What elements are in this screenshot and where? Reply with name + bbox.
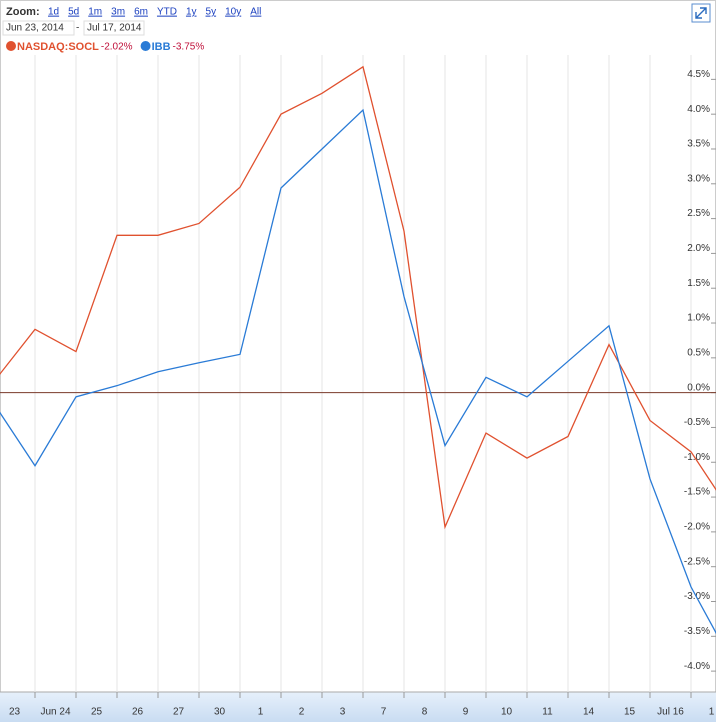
grid: 23 Jun 24 25 26 27 30 1 2 3 7 8 9 10 11 14 15 Jul 16 14.5… <box>9 55 716 718</box>
x-tick-label: 9 <box>463 707 469 718</box>
start-date: Jun 23, 2014 <box>6 23 64 34</box>
zoom-option[interactable]: YTD <box>157 7 177 18</box>
start-date-input[interactable] <box>2 20 75 36</box>
legend-marker <box>6 41 16 51</box>
series-line <box>0 108 716 635</box>
y-tick-label: -4.0% <box>684 661 710 672</box>
zoom-label: Zoom: <box>6 6 40 18</box>
y-tick-label: 2.5% <box>687 208 710 219</box>
x-tick-label: 11 <box>542 707 553 718</box>
date-separator: - <box>76 23 79 34</box>
x-tick-label: 2 <box>299 707 305 718</box>
x-tick-label: Jun 24 <box>40 707 70 718</box>
zoom-option[interactable]: 1m <box>88 7 102 18</box>
x-tick-label: 8 <box>422 707 428 718</box>
x-tick-label: 1 <box>258 707 264 718</box>
zoom-option[interactable]: All <box>250 7 261 18</box>
y-tick-label: 0.5% <box>687 347 710 358</box>
x-tick-label: 3 <box>340 707 346 718</box>
x-tick-label: 7 <box>381 707 387 718</box>
zoom-option[interactable]: 1d <box>48 7 59 18</box>
zoom-option[interactable]: 6m <box>134 7 148 18</box>
expand-button[interactable] <box>691 3 711 23</box>
x-tick-label: 1 <box>709 707 715 718</box>
legend-marker <box>140 41 151 51</box>
legend-name: NASDAQ:SOCL <box>17 41 99 53</box>
y-tick-label: 4.5% <box>687 69 710 80</box>
legend: NASDAQ:SOCL -2.02% IBB -3.75% <box>6 41 204 53</box>
zoom-option[interactable]: 1y <box>186 7 197 18</box>
end-date: Jul 17, 2014 <box>87 23 142 34</box>
expand-icon <box>695 7 707 19</box>
y-tick-label: -0.5% <box>684 417 710 428</box>
x-tick-label: 15 <box>624 707 636 718</box>
zoom-option[interactable]: 5y <box>206 7 217 18</box>
y-tick-label: -2.0% <box>684 522 710 533</box>
legend-name: IBB <box>152 41 171 53</box>
x-tick-label: 26 <box>132 707 144 718</box>
y-tick-label: 4.0% <box>687 104 710 115</box>
x-tick-label: 30 <box>214 707 226 718</box>
x-tick-label: 25 <box>91 707 103 718</box>
zoom-option[interactable]: 10y <box>225 7 241 18</box>
series-line <box>0 65 716 530</box>
zoom-options: 1d 5d 1m 3m 6m YTD 1y 5y 10y All <box>48 7 261 18</box>
plot-area <box>0 65 716 635</box>
x-tick-label: 27 <box>173 707 185 718</box>
y-tick-label: -1.5% <box>684 487 710 498</box>
zoom-option[interactable]: 3m <box>111 7 125 18</box>
legend-change: -2.02% <box>101 42 133 53</box>
zoom-option[interactable]: 5d <box>68 7 79 18</box>
end-date-input[interactable] <box>83 20 145 36</box>
x-tick-label: Jul 16 <box>657 707 684 718</box>
y-tick-label: -3.5% <box>684 626 710 637</box>
x-axis-band <box>0 692 716 722</box>
y-tick-label: -2.5% <box>684 556 710 567</box>
y-tick-label: 1.0% <box>687 313 710 324</box>
x-tick-label: 10 <box>501 707 513 718</box>
x-tick-label: 14 <box>583 707 595 718</box>
y-tick-label: 3.0% <box>687 173 710 184</box>
y-tick-label: 1.5% <box>687 278 710 289</box>
y-tick-label: 0.0% <box>687 382 710 393</box>
legend-change: -3.75% <box>173 42 205 53</box>
y-tick-label: -1.0% <box>684 452 710 463</box>
x-tick-label: 23 <box>9 707 21 718</box>
y-tick-label: 2.0% <box>687 243 710 254</box>
y-tick-label: 3.5% <box>687 139 710 150</box>
